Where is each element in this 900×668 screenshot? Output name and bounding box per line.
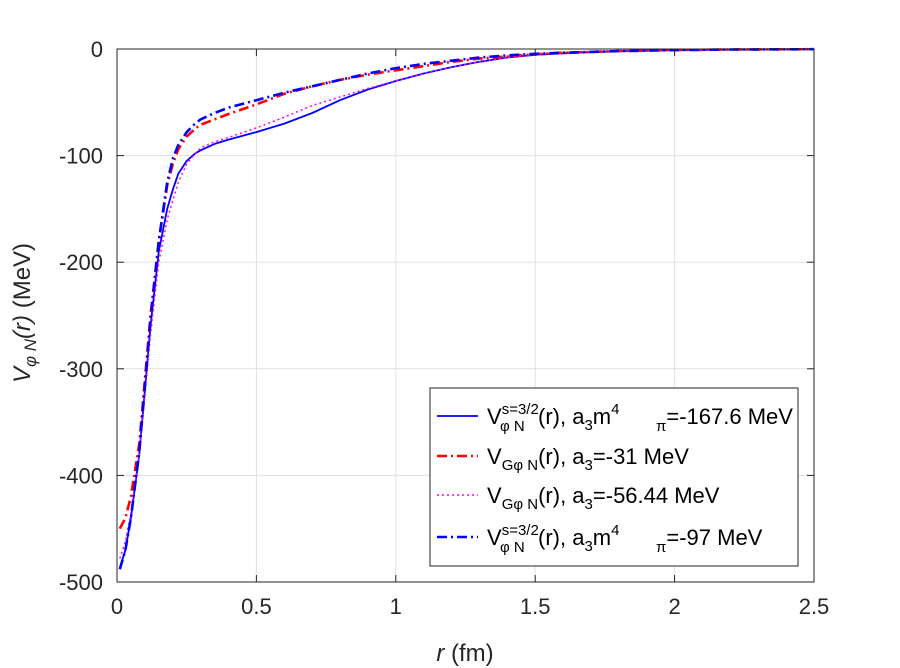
legend-4-sub3: π xyxy=(656,539,666,556)
legend-1-sup: s=3/2 xyxy=(502,401,539,418)
y-axis-argument: (r) xyxy=(9,315,36,339)
y-tick-label: -500 xyxy=(59,570,103,595)
x-tick-label: 0.5 xyxy=(241,594,272,619)
y-axis-label: Vφ N(r) (MeV) xyxy=(9,243,40,383)
y-axis-subscript: φ N xyxy=(21,338,40,367)
legend-entry-3: VGφ N(r), a3=-56.44 MeV xyxy=(487,483,720,513)
x-tick-label: 1 xyxy=(390,594,402,619)
legend-4-sup2: 4 xyxy=(611,522,619,539)
legend-4-arg: (r), a xyxy=(538,525,585,550)
x-axis-label: r (fm) xyxy=(436,640,493,667)
legend-1-mid: m xyxy=(593,404,611,429)
legend-3-tail: =-56.44 MeV xyxy=(593,483,720,508)
legend-entry-2: VGφ N(r), a3=-31 MeV xyxy=(487,444,689,474)
legend-4-sub: φ N xyxy=(500,539,525,556)
x-axis-variable: r xyxy=(436,640,445,667)
y-tick-label: -200 xyxy=(59,250,103,275)
x-tick-label: 2 xyxy=(668,594,680,619)
legend-1-sub: φ N xyxy=(500,418,525,435)
legend-4-mid: m xyxy=(593,525,611,550)
legend-2-sub2: 3 xyxy=(585,457,593,474)
legend-4-tail: =-97 MeV xyxy=(666,525,762,550)
legend: Vs=3/2 φ N (r), a3m4π=-167.6 MeV VGφ N(r),… xyxy=(429,387,799,567)
legend-1-sup2: 4 xyxy=(611,401,619,418)
x-tick-label: 2.5 xyxy=(799,594,830,619)
legend-entry-4: Vs=3/2 φ N (r), a3m4 π=-97 MeV xyxy=(487,522,763,556)
ticks xyxy=(116,48,815,583)
legend-1-sub3: π xyxy=(656,418,666,435)
legend-entry-1: Vs=3/2 φ N (r), a3m4 π=-167.6 MeV xyxy=(487,401,793,435)
x-tick-labels: 0 0.5 1 1.5 2 2.5 xyxy=(111,594,829,619)
legend-3-arg: (r), a xyxy=(538,483,585,508)
legend-4-sup: s=3/2 xyxy=(502,522,539,539)
legend-4-sub2: 3 xyxy=(584,538,592,555)
x-axis-unit: (fm) xyxy=(444,640,493,667)
legend-2-main: V xyxy=(487,444,502,469)
legend-3-sub2: 3 xyxy=(585,496,593,513)
y-tick-label: -300 xyxy=(59,357,103,382)
y-tick-label: -400 xyxy=(59,463,103,488)
x-tick-label: 0 xyxy=(111,594,123,619)
y-axis-symbol: V xyxy=(9,365,36,383)
y-tick-labels: 0 -100 -200 -300 -400 -500 xyxy=(59,37,103,595)
legend-box xyxy=(429,387,799,567)
y-tick-label: -100 xyxy=(59,144,103,169)
y-tick-label: 0 xyxy=(91,37,103,62)
legend-2-arg: (r), a xyxy=(538,444,585,469)
legend-4-main: V xyxy=(487,525,502,550)
legend-3-sub: Gφ N xyxy=(502,496,538,513)
legend-2-tail: =-31 MeV xyxy=(593,444,689,469)
legend-2-sub: Gφ N xyxy=(502,457,538,474)
legend-1-sub2: 3 xyxy=(584,417,592,434)
legend-1-main: V xyxy=(487,404,502,429)
legend-1-arg: (r), a xyxy=(538,404,585,429)
y-axis-unit: (MeV) xyxy=(9,243,36,315)
legend-swatches xyxy=(437,415,478,539)
x-tick-label: 1.5 xyxy=(520,594,551,619)
axes-box xyxy=(116,48,815,583)
legend-1-tail: =-167.6 MeV xyxy=(666,404,793,429)
legend-3-main: V xyxy=(487,483,502,508)
